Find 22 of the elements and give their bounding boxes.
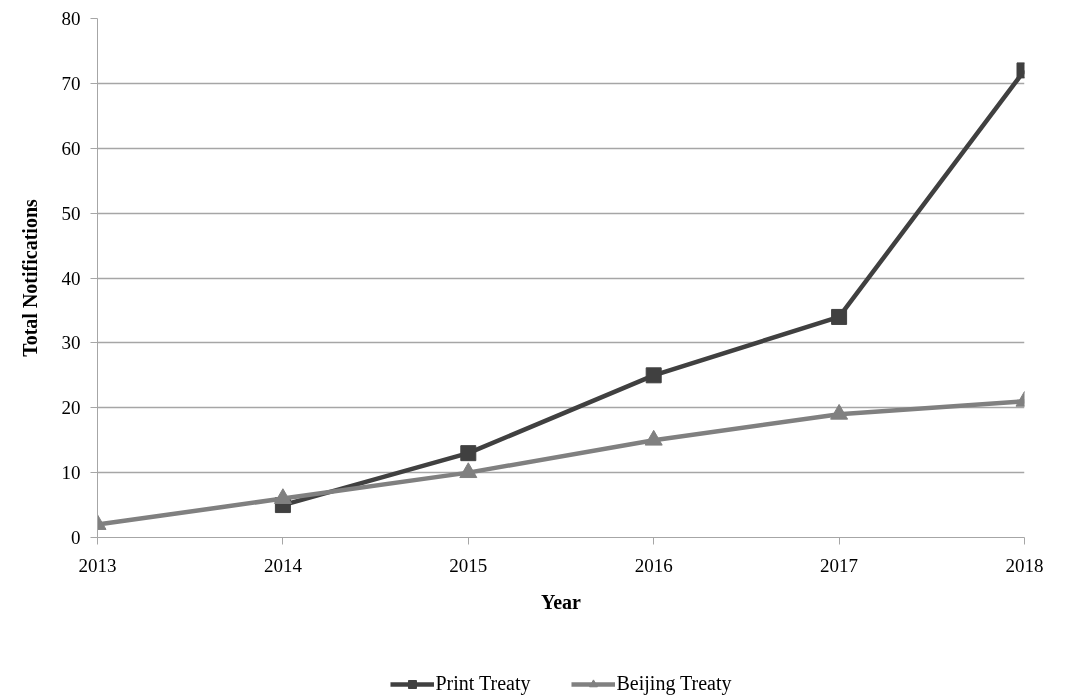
y-tick-label: 60: [61, 137, 81, 159]
x-tick-label: 2016: [634, 554, 673, 576]
x-tick-label: 2013: [78, 554, 117, 576]
point: [459, 462, 478, 479]
x-tick-label: 2017: [820, 554, 859, 576]
y-tick-label: 50: [61, 202, 81, 224]
y-axis-title: Total Notifications: [18, 198, 41, 357]
x-tick-label: 2015: [449, 554, 488, 576]
point: [645, 367, 662, 384]
x-tick-label: 2018: [1005, 554, 1044, 576]
y-tick-label: 30: [61, 332, 81, 354]
legend-label: Beijing Treaty: [616, 672, 732, 695]
y-tick-label: 40: [61, 267, 81, 289]
x-axis-title: Year: [541, 590, 582, 613]
y-tick-label: 0: [71, 527, 81, 548]
legend-label: Print Treaty: [435, 672, 531, 695]
y-tick-label: 80: [61, 8, 81, 29]
x-tick-label: 2014: [263, 554, 303, 576]
y-tick-label: 10: [61, 462, 81, 484]
y-tick-label: 70: [61, 72, 81, 94]
y-tick-label: 20: [61, 397, 81, 419]
point: [644, 429, 663, 446]
